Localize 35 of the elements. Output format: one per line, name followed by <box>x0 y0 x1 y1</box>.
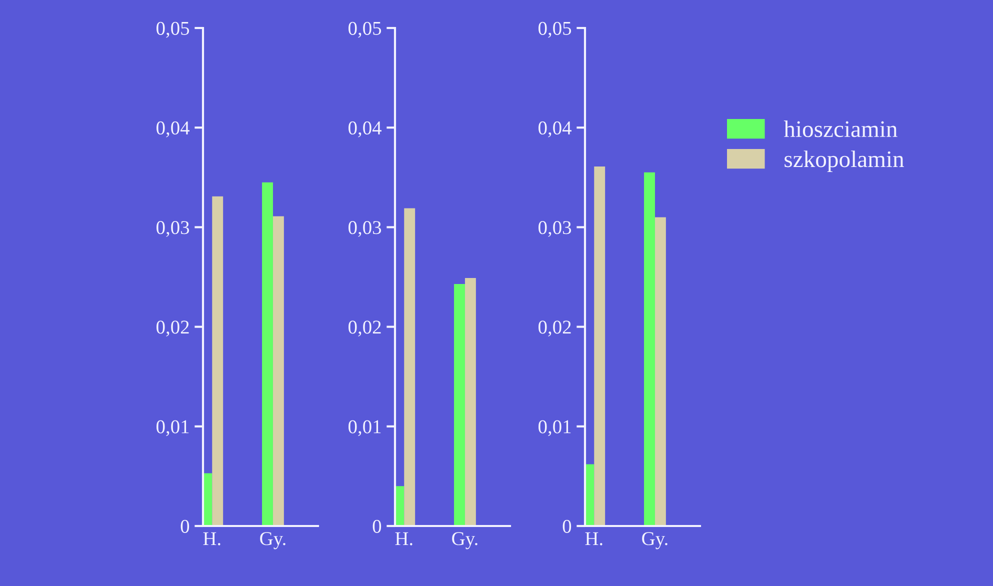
x-tick-label: H. <box>203 532 220 546</box>
bar <box>654 217 666 526</box>
bar <box>464 278 476 526</box>
bar <box>272 216 284 526</box>
bar <box>404 208 416 526</box>
bar <box>262 182 273 526</box>
y-tick-label: 0,02 <box>348 320 381 337</box>
y-tick-label: 0,02 <box>538 320 571 337</box>
legend-label: hioszciamin <box>784 120 898 138</box>
bar <box>594 166 606 526</box>
y-tick-label: 0,01 <box>156 420 189 436</box>
y-tick-label: 0,04 <box>156 121 190 138</box>
y-tick-label: 0 <box>180 520 190 533</box>
legend-label: szkopolamin <box>784 150 904 172</box>
x-tick-label: H. <box>395 532 412 546</box>
y-tick-label: 0,04 <box>538 121 572 138</box>
bar <box>454 284 465 526</box>
y-tick-label: 0,01 <box>538 420 571 436</box>
y-tick-label: 0,01 <box>348 420 381 436</box>
y-tick-label: 0,03 <box>348 221 382 237</box>
y-tick-label: 0,03 <box>538 221 572 237</box>
x-tick-label: H. <box>585 532 602 546</box>
y-tick-label: 0,03 <box>156 221 190 237</box>
bar <box>644 172 655 526</box>
y-tick-label: 0,02 <box>156 320 189 337</box>
x-tick-label: Gy. <box>642 532 668 550</box>
x-tick-label: Gy. <box>260 532 286 550</box>
y-tick-label: 0 <box>562 520 572 533</box>
bar <box>212 196 224 526</box>
y-tick-label: 0,05 <box>156 22 190 38</box>
y-tick-label: 0,04 <box>348 121 382 138</box>
y-tick-label: 0,05 <box>538 22 572 38</box>
y-tick-label: 0,05 <box>348 22 382 38</box>
y-tick-label: 0 <box>372 520 382 533</box>
x-tick-label: Gy. <box>452 532 478 550</box>
